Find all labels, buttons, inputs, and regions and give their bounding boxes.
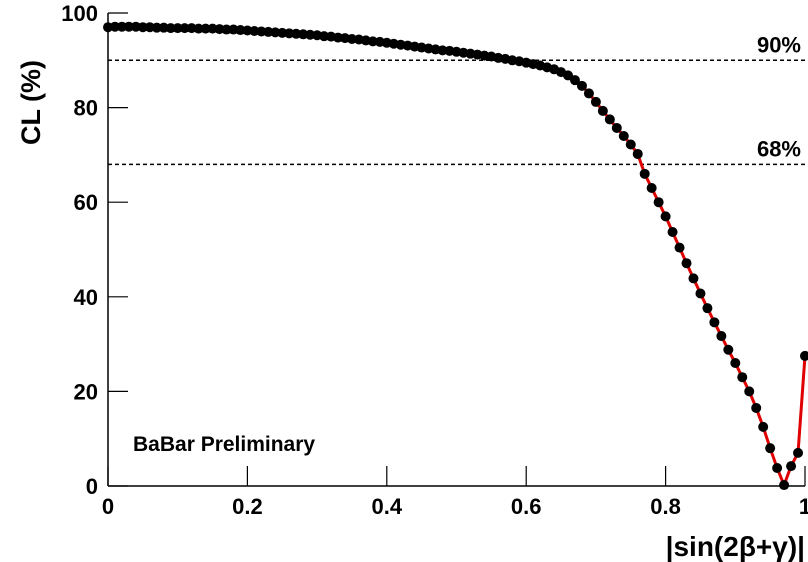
data-point [151,22,162,33]
data-point [737,372,748,383]
data-point [667,226,678,237]
annotation: BaBar Preliminary [133,433,315,456]
data-point [116,21,127,32]
data-point [716,331,727,342]
data-point [172,23,183,34]
data-point [590,96,601,107]
y-axis-title: CL (%) [16,60,46,145]
data-point [786,461,797,472]
data-point [744,386,755,397]
y-tick-label: 20 [74,379,98,404]
x-tick-label: 0.8 [650,494,681,519]
data-point [674,242,685,253]
x-tick-label: 1 [799,494,808,519]
data-point [709,317,720,328]
data-point [730,358,741,369]
data-point [221,24,232,35]
data-point [618,130,629,141]
data-point [137,22,148,33]
y-tick-label: 60 [74,190,98,215]
data-point [569,75,580,86]
data-point [123,21,134,32]
data-point [625,139,636,150]
data-point [583,88,594,99]
data-point [576,80,587,91]
data-point [646,183,657,194]
data-point [702,303,713,314]
reference-label: 68% [757,136,801,161]
data-point [688,273,699,284]
data-point [793,447,804,458]
x-axis-title: |sin(2β+γ)| [666,531,805,562]
data-point [723,344,734,355]
data-point [695,288,706,299]
data-point [597,105,608,116]
data-point [109,21,120,32]
data-point [765,443,776,454]
y-tick-label: 40 [74,285,98,310]
data-point [653,197,664,208]
data-point [681,258,692,269]
data-point [193,23,204,34]
data-point [660,211,671,222]
data-point [758,421,769,432]
data-point [611,122,622,133]
y-tick-label: 80 [74,96,98,121]
data-point [179,23,190,34]
data-point [751,402,762,413]
data-point [772,463,783,474]
data-point [200,23,211,34]
data-point [639,168,650,179]
reference-label: 90% [757,32,801,57]
data-point [632,148,643,159]
data-point [165,23,176,34]
data-point [604,114,615,125]
x-tick-label: 0.4 [372,494,403,519]
curve [107,25,807,490]
x-tick-label: 0 [102,494,114,519]
y-tick-label: 100 [61,1,98,26]
data-point [800,350,808,361]
data-point [779,480,790,491]
y-tick-label: 0 [86,474,98,499]
x-tick-label: 0.6 [511,494,542,519]
x-tick-label: 0.2 [232,494,263,519]
